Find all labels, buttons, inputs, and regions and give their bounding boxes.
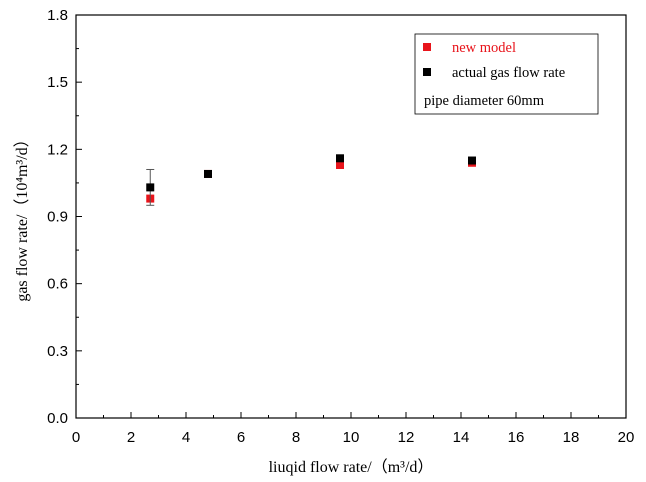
x-tick-label: 4 bbox=[182, 429, 190, 446]
y-axis-title: gas flow rate/（10⁴m³/d） bbox=[13, 131, 31, 301]
x-tick-label: 12 bbox=[398, 429, 415, 446]
legend-label-new-model: new model bbox=[452, 40, 516, 56]
x-tick-label: 18 bbox=[563, 429, 580, 446]
data-marks bbox=[146, 154, 476, 206]
legend-box bbox=[414, 33, 599, 115]
y-tick-label: 1.5 bbox=[47, 74, 68, 91]
legend-note: pipe diameter 60mm bbox=[424, 93, 545, 109]
legend: new model actual gas flow rate pipe diam… bbox=[414, 33, 599, 115]
y-axis: 0.0 0.3 0.6 0.9 1.2 1.5 1.8 bbox=[47, 7, 82, 427]
x-axis-title: liuqid flow rate/（m³/d） bbox=[269, 458, 434, 476]
x-tick-label: 0 bbox=[72, 429, 80, 446]
y-tick-label: 0.3 bbox=[47, 343, 68, 360]
y-tick-label: 0.0 bbox=[47, 410, 68, 427]
data-point-actual-gas-flow-rate bbox=[468, 156, 476, 165]
legend-label-actual-gas-flow-rate: actual gas flow rate bbox=[452, 65, 565, 81]
legend-swatch-new-model bbox=[423, 43, 431, 51]
y-tick-label: 1.2 bbox=[47, 141, 68, 158]
y-tick-label: 0.6 bbox=[47, 276, 68, 293]
x-tick-label: 14 bbox=[453, 429, 470, 446]
data-point-new-model bbox=[336, 161, 344, 170]
x-tick-label: 8 bbox=[292, 429, 300, 446]
x-tick-label: 20 bbox=[618, 429, 635, 446]
legend-swatch-actual-gas-flow-rate bbox=[423, 68, 431, 76]
x-tick-label: 16 bbox=[508, 429, 525, 446]
x-tick-label: 10 bbox=[343, 429, 360, 446]
data-point-actual-gas-flow-rate bbox=[146, 183, 155, 192]
y-tick-label: 0.9 bbox=[47, 209, 68, 226]
x-axis: 0 2 4 6 8 10 12 14 16 18 20 bbox=[72, 412, 635, 446]
y-tick-label: 1.8 bbox=[47, 7, 68, 24]
data-point-actual-gas-flow-rate bbox=[204, 169, 212, 178]
x-tick-label: 2 bbox=[127, 429, 135, 446]
data-point-actual-gas-flow-rate bbox=[336, 154, 344, 163]
x-tick-label: 6 bbox=[237, 429, 245, 446]
